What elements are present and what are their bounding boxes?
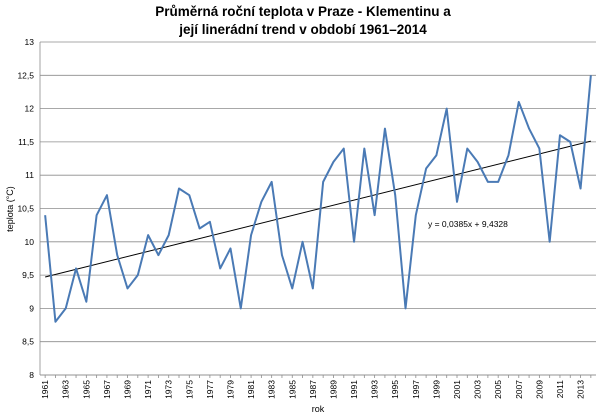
- x-tick-label: 1987: [308, 380, 318, 399]
- series-group: [44, 75, 592, 323]
- x-tick-label: 1973: [164, 380, 174, 399]
- x-tick-label: 1965: [81, 380, 91, 399]
- x-tick-label: 1981: [246, 380, 256, 399]
- chart-title-line-2: její linerádní trend v období 1961–2014: [179, 22, 427, 37]
- x-tick-label: 1989: [328, 380, 338, 399]
- x-tick-label: 1963: [61, 380, 71, 399]
- x-tick-label: 1993: [370, 380, 380, 399]
- x-tick-label: 1967: [102, 380, 112, 399]
- trendline-line: [45, 140, 591, 278]
- y-tick-label: 13: [25, 37, 35, 47]
- x-tick-label: 2007: [514, 380, 524, 399]
- x-axis: [39, 42, 596, 376]
- x-tick-label: 1969: [123, 380, 133, 399]
- y-tick-label: 10: [25, 237, 35, 247]
- y-tick-label: 11: [25, 170, 34, 180]
- x-tick-label: 1975: [184, 380, 194, 399]
- x-tick-label: 1979: [225, 380, 235, 399]
- x-tick-label: 1995: [390, 380, 400, 399]
- temperature-series-line: [44, 75, 592, 323]
- x-axis-ticks: 1961 1963 1965 1967 1969 1971 1973 1975 1977 1979…: [40, 375, 592, 399]
- x-tick-label: 1971: [143, 380, 153, 399]
- x-tick-label: 2009: [534, 380, 544, 399]
- y-tick-label: 9: [29, 303, 34, 313]
- x-tick-label: 2003: [473, 380, 483, 399]
- x-tick-label: 2013: [576, 380, 586, 399]
- gridlines: [40, 41, 596, 376]
- x-tick-label: 1983: [267, 380, 277, 399]
- trendline: [45, 140, 591, 278]
- y-axis-label: teplota (°C): [5, 186, 15, 232]
- x-tick-label: 1999: [431, 380, 441, 399]
- x-axis-label: rok: [312, 404, 325, 414]
- x-tick-label: 2001: [452, 380, 462, 399]
- chart-title-line-1: Průměrná roční teplota v Praze - Klement…: [155, 4, 451, 19]
- x-tick-label: 1977: [205, 380, 215, 399]
- y-tick-label: 8,5: [22, 337, 34, 347]
- y-axis-ticks: 8 8,5 9 9,5 10 10,5 11 11,5 12 12,5 13: [17, 37, 34, 380]
- y-tick-label: 9,5: [22, 270, 34, 280]
- x-tick-label: 2005: [493, 380, 503, 399]
- y-tick-label: 11,5: [18, 137, 34, 147]
- x-tick-label: 1961: [40, 380, 50, 399]
- y-tick-label: 10,5: [17, 204, 34, 214]
- trendline-equation: y = 0,0385x + 9,4328: [428, 219, 508, 229]
- x-tick-label: 1985: [287, 380, 297, 399]
- y-tick-label: 8: [29, 370, 34, 380]
- x-tick-label: 1991: [349, 380, 359, 399]
- x-tick-label: 1997: [411, 380, 421, 399]
- y-tick-label: 12,5: [17, 70, 34, 80]
- y-tick-label: 12: [25, 104, 35, 114]
- x-tick-label: 2011: [555, 380, 565, 399]
